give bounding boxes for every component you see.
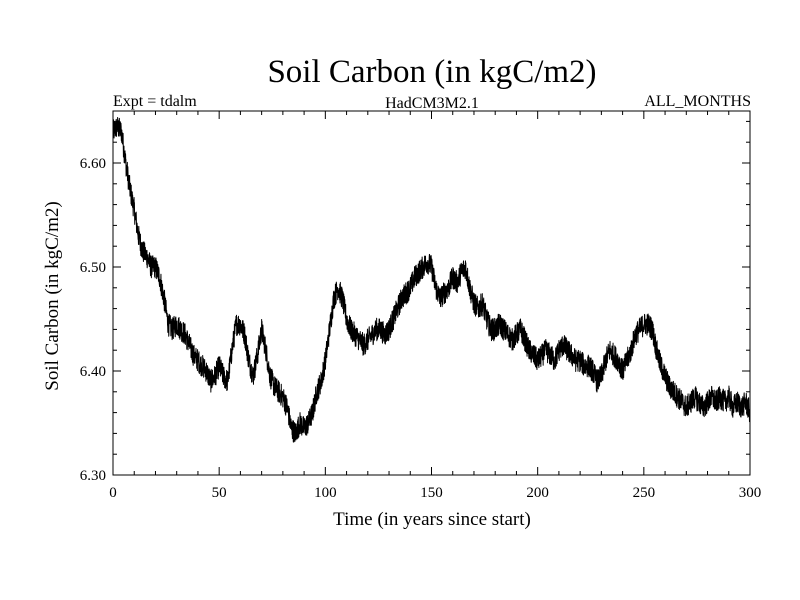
x-tick-label: 150: [420, 485, 443, 501]
y-tick-label: 6.40: [80, 364, 106, 380]
x-tick-label: 0: [109, 485, 117, 501]
x-tick-label: 100: [314, 485, 337, 501]
x-tick-label: 250: [633, 485, 656, 501]
experiment-label: Expt = tdalm: [113, 93, 197, 110]
series-line: [112, 116, 751, 443]
y-tick-label: 6.60: [80, 156, 106, 172]
y-tick-label: 6.50: [80, 260, 106, 276]
axis-ticks: 0 50 100 150 200 250 300 6.30 6.40 6.50 6.60: [80, 111, 762, 501]
series-layer: [112, 116, 751, 443]
chart-title: Soil Carbon (in kgC/m2): [267, 54, 596, 90]
plot-frame: [112, 110, 751, 476]
x-tick-label: 200: [526, 485, 549, 501]
x-tick-label: 50: [212, 485, 227, 501]
model-label: HadCM3M2.1: [385, 95, 479, 112]
y-tick-label: 6.30: [80, 468, 106, 484]
months-label: ALL_MONTHS: [644, 93, 751, 110]
x-axis-label: Time (in years since start): [333, 509, 531, 530]
y-axis-label: Soil Carbon (in kgC/m2): [42, 201, 63, 390]
x-tick-label: 300: [739, 485, 762, 501]
